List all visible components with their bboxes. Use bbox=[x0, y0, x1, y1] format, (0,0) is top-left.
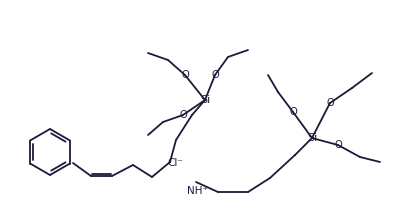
Text: O: O bbox=[326, 98, 334, 108]
Text: Si: Si bbox=[307, 133, 317, 143]
Text: O: O bbox=[334, 140, 342, 150]
Text: Si: Si bbox=[200, 95, 210, 105]
Text: NH⁺: NH⁺ bbox=[187, 186, 209, 196]
Text: Cl⁻: Cl⁻ bbox=[167, 158, 183, 168]
Text: O: O bbox=[181, 70, 189, 80]
Text: O: O bbox=[179, 110, 187, 120]
Text: O: O bbox=[211, 70, 219, 80]
Text: O: O bbox=[289, 107, 297, 117]
